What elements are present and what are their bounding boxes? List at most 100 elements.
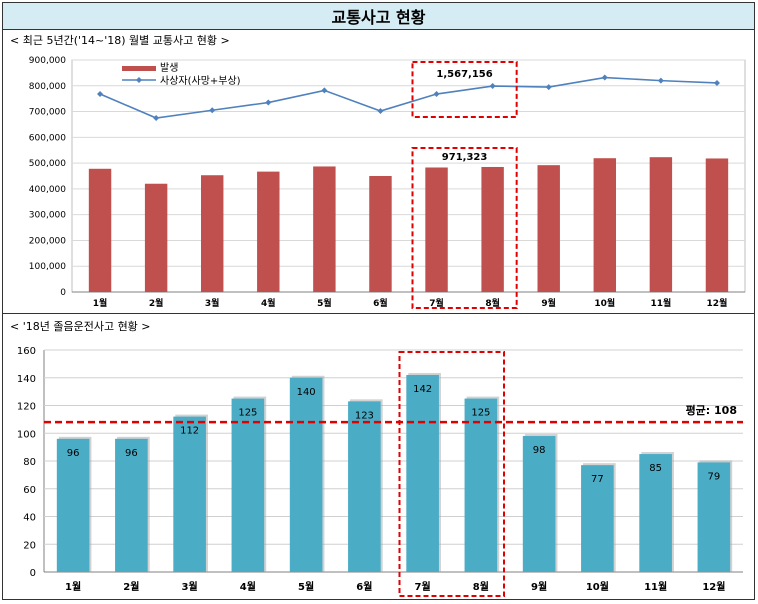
chart2-bar-10 — [581, 465, 614, 572]
chart2-value-label: 140 — [297, 387, 316, 398]
chart1-xtick-label: 9월 — [541, 297, 556, 309]
chart1-line-point-2 — [153, 115, 160, 121]
chart2-value-label: 77 — [591, 474, 604, 485]
chart2-xtick-label: 5월 — [298, 581, 314, 593]
chart2-ytick-label: 60 — [23, 485, 36, 496]
chart1-line-point-3 — [209, 107, 216, 114]
chart1-ytick-label: 800,000 — [29, 82, 66, 92]
chart1-highlight-box-line — [411, 61, 518, 118]
chart1-bar-5 — [313, 166, 336, 292]
chart1-xtick-label: 4월 — [261, 297, 276, 309]
chart2-value-label: 125 — [238, 408, 257, 419]
chart2-bar-3 — [173, 416, 206, 572]
chart2-bar-6 — [348, 401, 381, 572]
chart1-highlight-box-bar — [411, 147, 518, 309]
chart2-xtick-label: 4월 — [240, 581, 256, 593]
chart2-average-label: 평균: 108 — [686, 403, 737, 417]
chart2-value-label: 96 — [125, 448, 138, 459]
chart1-xtick-label: 12월 — [707, 297, 728, 309]
chart1-ytick-label: 0 — [60, 288, 66, 298]
chart1-subtitle: < 최근 5년간('14~'18) 월별 교통사고 현황 > — [10, 34, 230, 47]
chart2-xtick-label: 3월 — [182, 581, 198, 593]
chart2-ytick-label: 160 — [17, 346, 36, 357]
chart1-xtick-label: 3월 — [205, 297, 220, 309]
chart2-xtick-label: 10월 — [586, 581, 609, 593]
chart2-xtick-label: 11월 — [644, 581, 667, 593]
chart1-xtick-label: 11월 — [650, 297, 671, 309]
chart2-xtick-label: 7월 — [415, 581, 431, 593]
chart1-legend-bar-swatch — [122, 66, 156, 71]
chart1-xtick-label: 7월 — [429, 297, 444, 309]
chart2-value-label: 98 — [533, 445, 546, 456]
chart1-bar-6 — [369, 176, 392, 292]
chart2-value-label: 125 — [471, 408, 490, 419]
chart1-line-point-9 — [545, 84, 552, 91]
page-title: 교통사고 현황 — [3, 3, 754, 30]
chart1-ytick-label: 100,000 — [29, 262, 66, 272]
chart2-subtitle: < '18년 졸음운전사고 현황 > — [10, 320, 151, 333]
chart1-annotation-accidents: 971,323 — [442, 152, 488, 163]
chart2-value-label: 112 — [180, 426, 199, 437]
section-divider — [3, 313, 754, 314]
chart1-line-point-10 — [601, 74, 608, 81]
chart1-line-point-8 — [489, 83, 496, 90]
chart2-value-label: 123 — [355, 410, 374, 421]
chart1-ytick-label: 900,000 — [29, 56, 66, 66]
chart1-bar-12 — [705, 158, 729, 292]
chart2-bar-9 — [522, 436, 556, 572]
chart1-line-point-12 — [713, 79, 720, 86]
chart1-xtick-label: 2월 — [149, 297, 164, 309]
chart2-ytick-label: 100 — [17, 429, 36, 440]
chart1-line-point-1 — [97, 91, 104, 98]
chart1-ytick-label: 200,000 — [29, 236, 66, 246]
chart1-ytick-label: 600,000 — [29, 133, 66, 143]
chart1-ytick-label: 300,000 — [29, 211, 66, 221]
chart1-annotation-casualties: 1,567,156 — [436, 69, 492, 80]
chart2-bar-2 — [115, 438, 148, 572]
chart2-ytick-label: 120 — [17, 402, 36, 413]
chart2-xtick-label: 1월 — [65, 581, 81, 593]
chart2-bar-12 — [697, 462, 731, 572]
chart1-xtick-label: 1월 — [93, 297, 108, 309]
chart1-xtick-label: 10월 — [594, 297, 615, 309]
chart2-bar-1 — [56, 438, 90, 572]
chart2-ytick-label: 0 — [30, 568, 36, 579]
chart2-value-label: 142 — [413, 384, 432, 395]
chart2-xtick-label: 6월 — [356, 581, 372, 593]
chart1-bar-2 — [144, 183, 168, 292]
chart2-highlight-box — [398, 351, 505, 597]
chart1-legend-line-label: 사상자(사망+부상) — [160, 75, 241, 87]
chart2-value-label: 79 — [708, 471, 721, 482]
chart1-bar-9 — [537, 165, 560, 292]
chart1-bar-7 — [425, 167, 448, 292]
chart1-line-point-4 — [265, 99, 272, 106]
chart1-ytick-label: 500,000 — [29, 159, 66, 169]
chart2-xtick-label: 2월 — [123, 581, 139, 593]
chart2-ytick-label: 140 — [17, 374, 36, 385]
chart1-bar-4 — [257, 171, 280, 292]
chart1-bar-10 — [593, 158, 617, 292]
chart2-ytick-label: 20 — [23, 540, 36, 551]
chart1-xtick-label: 8월 — [485, 297, 500, 309]
chart2-bar-4 — [231, 398, 265, 572]
chart1-line-point-11 — [657, 77, 664, 84]
chart1-ytick-label: 700,000 — [29, 108, 66, 118]
chart1-line-casualties — [99, 76, 717, 119]
chart1-xtick-label: 6월 — [373, 297, 388, 309]
chart1-line-point-6 — [377, 108, 384, 115]
chart2-bar-5 — [289, 377, 323, 572]
chart1-legend-line-marker — [136, 77, 142, 83]
chart1-bar-3 — [200, 175, 224, 292]
chart1-legend-bar-label: 발생 — [160, 62, 178, 74]
chart2-bar-7 — [406, 374, 439, 572]
chart2-ytick-label: 40 — [23, 513, 36, 524]
chart2-value-label: 96 — [67, 448, 80, 459]
chart1-bar-8 — [481, 166, 504, 292]
chart2-xtick-label: 8월 — [473, 581, 489, 593]
chart2-bar-8 — [464, 398, 498, 572]
chart1-bar-11 — [649, 157, 673, 292]
chart2-ytick-label: 80 — [23, 457, 36, 468]
chart2-xtick-label: 12월 — [702, 581, 725, 593]
